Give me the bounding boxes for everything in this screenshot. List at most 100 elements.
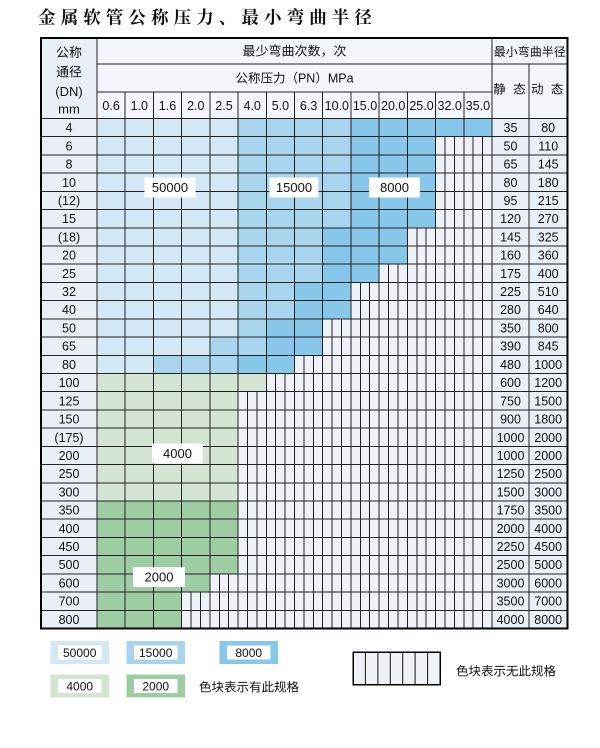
svg-text:700: 700	[59, 595, 80, 609]
svg-text:300: 300	[59, 485, 80, 499]
svg-text:150: 150	[59, 413, 80, 427]
svg-text:510: 510	[538, 285, 559, 299]
svg-text:350: 350	[59, 504, 80, 518]
svg-text:120: 120	[500, 212, 521, 226]
svg-text:1200: 1200	[534, 376, 562, 390]
svg-text:1750: 1750	[497, 504, 525, 518]
svg-text:175: 175	[500, 267, 521, 281]
svg-text:静 态: 静 态	[493, 79, 527, 98]
svg-text:180: 180	[538, 176, 559, 190]
svg-text:145: 145	[538, 158, 559, 172]
svg-text:2000: 2000	[145, 570, 174, 585]
svg-text:40: 40	[62, 303, 76, 317]
svg-text:390: 390	[500, 340, 521, 354]
svg-text:50000: 50000	[63, 646, 97, 660]
svg-text:32: 32	[62, 285, 76, 299]
svg-text:640: 640	[538, 303, 559, 317]
svg-text:15000: 15000	[139, 646, 173, 660]
svg-text:4000: 4000	[163, 446, 192, 461]
svg-text:2500: 2500	[534, 467, 562, 481]
svg-text:50: 50	[62, 322, 76, 336]
svg-text:35.0: 35.0	[466, 99, 490, 113]
svg-text:800: 800	[538, 322, 559, 336]
svg-text:50000: 50000	[152, 180, 188, 195]
svg-text:最小弯曲半径: 最小弯曲半径	[494, 43, 566, 60]
svg-text:32.0: 32.0	[438, 99, 462, 113]
svg-text:1250: 1250	[497, 467, 525, 481]
svg-text:100: 100	[59, 376, 80, 390]
svg-text:金属软管公称压力、最小弯曲半径: 金属软管公称压力、最小弯曲半径	[38, 5, 377, 30]
svg-text:动 态: 动 态	[531, 79, 565, 98]
svg-text:3000: 3000	[534, 485, 562, 499]
svg-text:270: 270	[538, 212, 559, 226]
svg-text:750: 750	[500, 394, 521, 408]
svg-text:25: 25	[62, 267, 76, 281]
svg-text:480: 480	[500, 358, 521, 372]
svg-text:(175): (175)	[54, 431, 83, 445]
svg-text:4.0: 4.0	[244, 99, 261, 113]
svg-text:1.0: 1.0	[131, 99, 148, 113]
svg-text:4000: 4000	[66, 679, 93, 693]
svg-text:3000: 3000	[497, 577, 525, 591]
svg-text:250: 250	[59, 467, 80, 481]
svg-text:(18): (18)	[58, 230, 80, 244]
svg-text:80: 80	[541, 121, 555, 135]
svg-text:1500: 1500	[534, 394, 562, 408]
svg-text:450: 450	[59, 540, 80, 554]
svg-text:35: 35	[504, 121, 518, 135]
svg-text:6000: 6000	[534, 577, 562, 591]
svg-text:145: 145	[500, 230, 521, 244]
svg-text:色块表示有此规格: 色块表示有此规格	[199, 677, 300, 696]
svg-text:845: 845	[538, 340, 559, 354]
svg-text:80: 80	[62, 358, 76, 372]
svg-text:3500: 3500	[497, 595, 525, 609]
svg-text:80: 80	[504, 176, 518, 190]
svg-text:4500: 4500	[534, 540, 562, 554]
svg-text:(12): (12)	[58, 194, 80, 208]
svg-text:15000: 15000	[276, 180, 312, 195]
svg-text:(DN): (DN)	[55, 84, 82, 99]
svg-text:8000: 8000	[380, 180, 409, 195]
svg-text:2.0: 2.0	[187, 99, 204, 113]
svg-text:8000: 8000	[235, 646, 262, 660]
svg-text:20.0: 20.0	[381, 99, 405, 113]
svg-text:2000: 2000	[534, 449, 562, 463]
svg-text:1000: 1000	[497, 449, 525, 463]
svg-text:4000: 4000	[497, 613, 525, 627]
svg-text:25.0: 25.0	[409, 99, 433, 113]
svg-text:2500: 2500	[497, 558, 525, 572]
svg-text:400: 400	[538, 267, 559, 281]
svg-text:8: 8	[66, 158, 73, 172]
svg-text:10: 10	[62, 176, 76, 190]
svg-text:色块表示无此规格: 色块表示无此规格	[456, 661, 557, 680]
svg-text:5.0: 5.0	[272, 99, 289, 113]
svg-text:225: 225	[500, 285, 521, 299]
svg-text:65: 65	[62, 340, 76, 354]
svg-text:10.0: 10.0	[325, 99, 349, 113]
svg-text:600: 600	[500, 376, 521, 390]
svg-text:160: 160	[500, 249, 521, 263]
svg-text:5000: 5000	[534, 558, 562, 572]
svg-text:50: 50	[504, 139, 518, 153]
svg-text:360: 360	[538, 249, 559, 263]
svg-text:4: 4	[66, 121, 73, 135]
svg-text:4000: 4000	[534, 522, 562, 536]
svg-text:325: 325	[538, 230, 559, 244]
svg-text:20: 20	[62, 249, 76, 263]
svg-text:1500: 1500	[497, 485, 525, 499]
svg-text:200: 200	[59, 449, 80, 463]
svg-text:2000: 2000	[534, 431, 562, 445]
svg-text:7000: 7000	[534, 595, 562, 609]
svg-text:1000: 1000	[497, 431, 525, 445]
svg-text:15: 15	[62, 212, 76, 226]
svg-text:125: 125	[59, 394, 80, 408]
svg-text:公称: 公称	[56, 42, 82, 61]
svg-text:最少弯曲次数，次: 最少弯曲次数，次	[242, 41, 346, 60]
svg-text:6: 6	[66, 139, 73, 153]
svg-text:900: 900	[500, 413, 521, 427]
svg-text:6.3: 6.3	[300, 99, 317, 113]
svg-text:1800: 1800	[534, 413, 562, 427]
svg-text:2000: 2000	[497, 522, 525, 536]
svg-text:mm: mm	[58, 102, 80, 117]
svg-text:280: 280	[500, 303, 521, 317]
